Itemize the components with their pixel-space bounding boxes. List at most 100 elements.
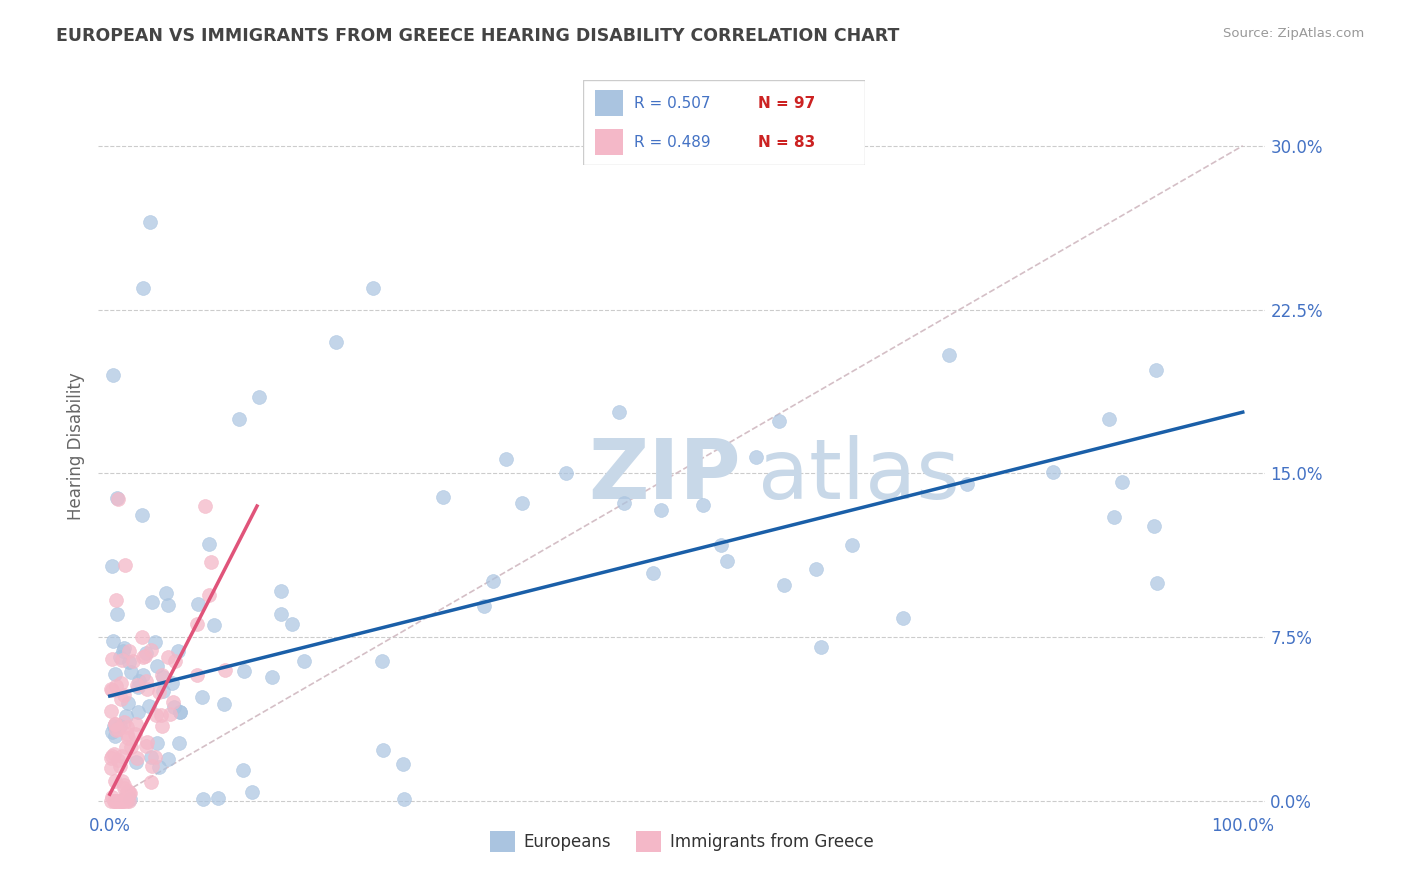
Point [103,794,125,808]
Point [115,794,138,808]
Point [131,281,153,295]
Point [128,674,150,689]
Point [112,688,135,702]
Point [157,598,180,612]
Point [152,719,174,733]
Point [200,555,222,569]
Point [104,593,127,607]
Point [146,736,169,750]
Point [392,791,415,805]
Point [136,681,159,696]
Point [1143,518,1166,533]
Point [107,722,129,736]
Point [768,414,790,428]
Point [100,750,122,764]
Point [104,794,127,808]
Point [117,786,139,800]
Point [118,655,141,669]
Point [938,348,960,362]
Point [159,707,181,722]
Point [162,676,184,690]
Point [162,695,184,709]
Point [115,727,138,741]
Point [891,611,914,625]
Point [120,665,142,679]
Point [810,640,832,654]
Point [111,748,134,763]
Point [148,685,170,699]
Point [115,709,138,723]
Point [103,368,125,382]
Point [260,670,283,684]
Point [194,500,217,514]
Point [134,648,156,663]
Point [141,643,163,657]
Point [115,793,138,807]
Point [118,794,141,808]
Point [112,778,135,792]
Point [187,598,209,612]
Point [373,743,395,757]
Point [139,750,162,764]
Point [392,756,415,771]
Point [292,654,315,668]
Point [955,477,977,491]
Point [114,558,136,572]
Point [371,655,394,669]
Point [232,664,254,678]
Point [148,760,170,774]
Point [198,537,221,551]
Point [118,786,141,800]
Point [103,747,125,762]
Point [101,749,124,764]
Point [716,554,738,568]
Point [104,717,127,731]
Point [127,705,149,719]
Point [100,681,122,696]
Point [124,717,146,731]
Point [228,411,250,425]
Point [361,281,384,295]
Text: N = 97: N = 97 [758,95,815,111]
Point [745,450,768,464]
Point [111,653,134,667]
Text: R = 0.489: R = 0.489 [634,135,710,150]
Point [143,635,166,649]
Point [105,491,128,505]
Point [101,559,124,574]
Legend: Europeans, Immigrants from Greece: Europeans, Immigrants from Greece [484,824,880,858]
Point [110,719,132,733]
Point [110,692,132,706]
Point [1098,412,1121,426]
Point [155,586,177,600]
Point [143,750,166,764]
Point [112,714,135,729]
Point [169,705,191,719]
Point [104,730,127,744]
Point [191,690,214,704]
Point [107,492,129,507]
Point [100,761,122,775]
Point [127,678,149,692]
Point [641,566,664,581]
Point [169,736,191,750]
Point [101,789,124,804]
Point [104,773,127,788]
Point [101,633,124,648]
Point [114,740,136,755]
Point [138,698,160,713]
Point [692,498,714,512]
Point [214,697,236,711]
Point [111,643,134,657]
Text: Source: ZipAtlas.com: Source: ZipAtlas.com [1223,27,1364,40]
Point [131,650,153,665]
Point [111,794,134,808]
Point [150,667,173,681]
Point [110,676,132,690]
Point [270,607,292,621]
FancyBboxPatch shape [595,90,623,116]
Point [112,780,135,795]
Point [841,538,863,552]
Point [555,466,578,480]
Point [432,490,454,504]
